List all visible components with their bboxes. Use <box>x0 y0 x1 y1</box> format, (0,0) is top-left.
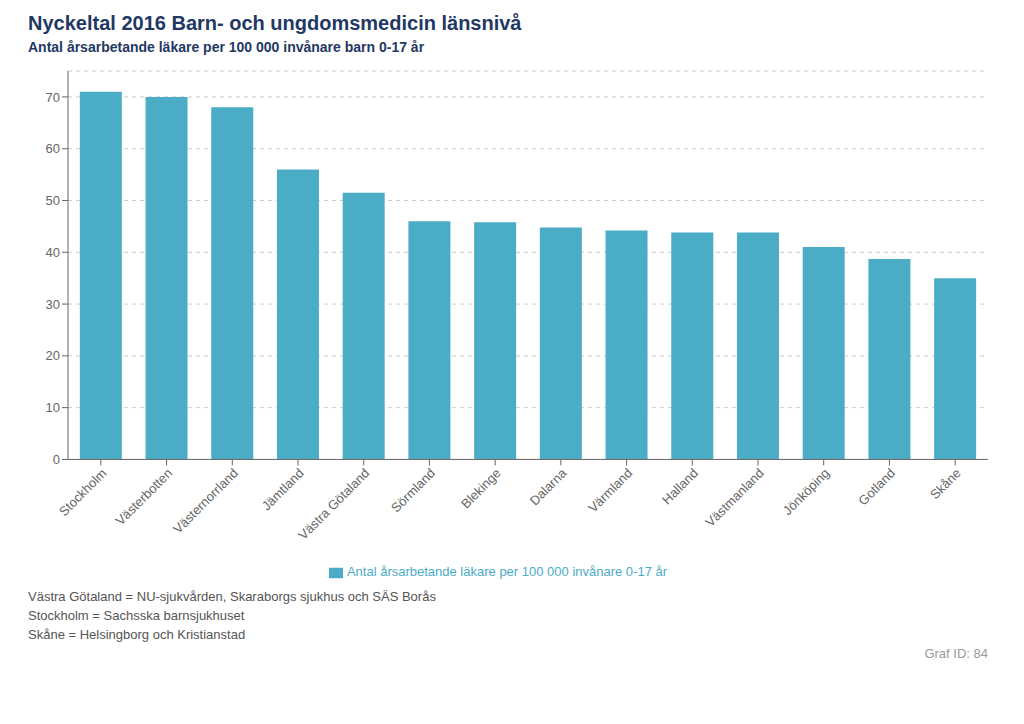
svg-text:Västra Götaland: Västra Götaland <box>295 465 372 542</box>
svg-text:20: 20 <box>46 348 60 363</box>
html-text:Skåne = Helsingborg och Kristi: Skåne = Helsingborg och Kristianstad <box>28 627 246 642</box>
svg-text:Västernorrland: Västernorrland <box>170 465 241 536</box>
svg-text:Jämtland: Jämtland <box>259 465 307 513</box>
svg-text:Värmland: Värmland <box>585 465 635 515</box>
svg-text:Skåne: Skåne <box>927 465 964 502</box>
svg-text:Västmanland: Västmanland <box>702 465 766 529</box>
svg-text:Sörmland: Sörmland <box>388 465 438 515</box>
svg-text:Jönköping: Jönköping <box>780 465 833 518</box>
svg-text:Blekinge: Blekinge <box>458 465 504 511</box>
svg-text:70: 70 <box>46 90 60 105</box>
svg-text:Stockholm: Stockholm <box>56 465 110 519</box>
svg-text:Dalarna: Dalarna <box>527 465 570 508</box>
svg-text:0: 0 <box>53 452 60 467</box>
html-text:Västra Götaland = NU-sjukvårde: Västra Götaland = NU-sjukvården, Skarabo… <box>28 589 436 604</box>
html-text:Graf ID: 84: Graf ID: 84 <box>924 646 988 661</box>
html-text:Nyckeltal 2016 Barn- och ungdo: Nyckeltal 2016 Barn- och ungdomsmedicin … <box>28 12 522 34</box>
html-text:Antal årsarbetande läkare per: Antal årsarbetande läkare per 100 000 in… <box>346 564 668 580</box>
svg-text:50: 50 <box>46 193 60 208</box>
svg-text:10: 10 <box>46 400 60 415</box>
html-text:Antal årsarbetande läkare per: Antal årsarbetande läkare per 100 000 in… <box>28 39 425 55</box>
svg-text:40: 40 <box>46 245 60 260</box>
svg-text:Västerbotten: Västerbotten <box>112 465 175 528</box>
svg-text:Halland: Halland <box>659 465 701 507</box>
svg-text:Gotland: Gotland <box>855 465 898 508</box>
svg-text:60: 60 <box>46 141 60 156</box>
svg-text:30: 30 <box>46 297 60 312</box>
html-text:Stockholm = Sachsska barnsjukh: Stockholm = Sachsska barnsjukhuset <box>28 608 245 623</box>
